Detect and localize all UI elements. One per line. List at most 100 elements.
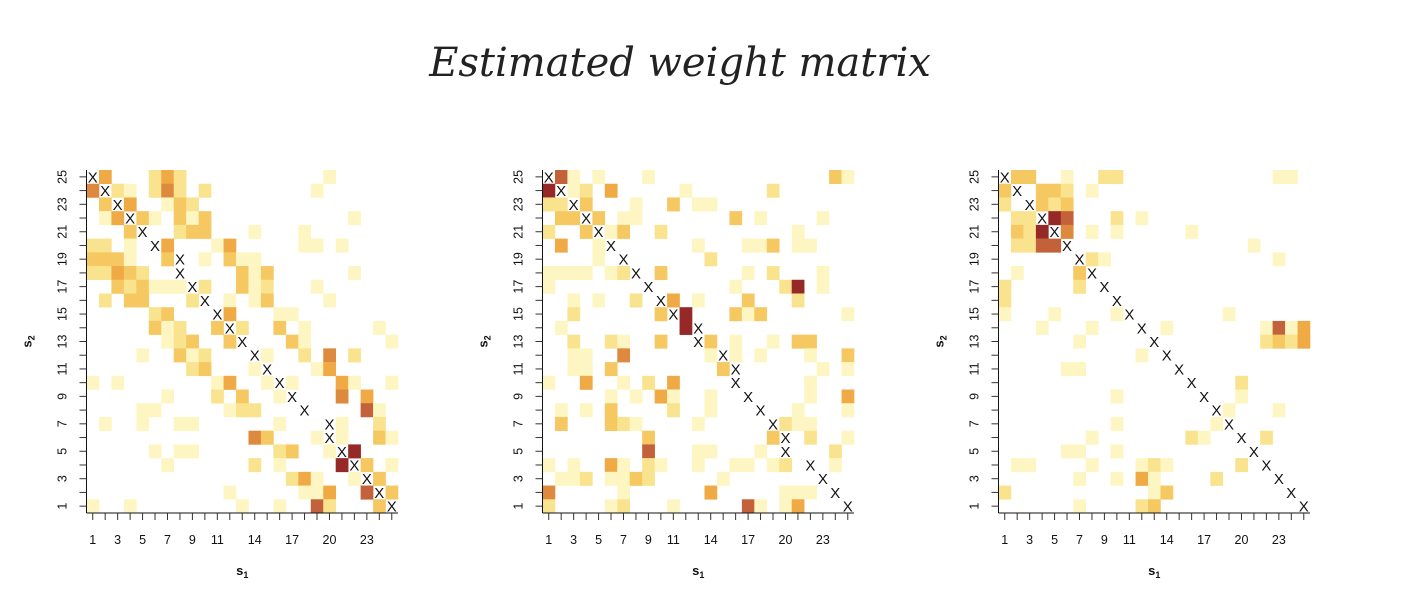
x-tick-label: 7 (164, 533, 171, 547)
cell-r24-c5 (1048, 183, 1062, 198)
cell-r11-c19 (310, 362, 324, 377)
diagonal-marker: X (581, 211, 591, 228)
cell-r15-c3 (567, 307, 581, 322)
chart-title: Estimated weight matrix (429, 40, 931, 86)
cell-r13-c7 (1073, 334, 1087, 349)
cell-r20-c21 (791, 238, 805, 253)
cell-r2-c22 (804, 485, 817, 500)
cell-r24-c1 (86, 183, 100, 198)
diagonal-marker: X (237, 334, 247, 351)
cell-r25-c3 (567, 170, 581, 185)
diagonal-marker: X (618, 252, 628, 269)
cell-r3-c12 (1135, 471, 1149, 486)
cell-r2-c21 (791, 485, 805, 500)
x-tick-label: 3 (1026, 533, 1033, 547)
cell-r11-c3 (567, 362, 581, 377)
cell-r25-c6 (1060, 170, 1074, 185)
cell-r20-c22 (804, 238, 817, 253)
x-tick-label: 17 (285, 533, 299, 547)
cell-r14-c2 (554, 320, 568, 335)
x-tick-label: 23 (1272, 533, 1286, 547)
cell-r12-c20 (323, 348, 336, 363)
cell-r9-c10 (654, 389, 668, 404)
cell-r8-c13 (236, 403, 249, 418)
cell-r20-c5 (592, 238, 606, 253)
cell-r3-c7 (617, 471, 631, 486)
cell-r2-c1 (998, 485, 1012, 500)
cell-r21-c8 (1085, 224, 1099, 239)
cell-r1-c24 (373, 499, 386, 514)
cell-r18-c7 (617, 266, 631, 281)
cell-r13-c12 (223, 334, 237, 349)
y-axis-label-subscript: 2 (27, 335, 37, 340)
cell-r9-c7 (161, 389, 175, 404)
cell-r15-c7 (161, 307, 175, 322)
cell-r14-c13 (236, 320, 249, 335)
cell-r2-c13 (1148, 485, 1161, 500)
diagonal-marker: X (756, 403, 766, 420)
cell-r15-c18 (754, 307, 768, 322)
cell-r20-c21 (1247, 238, 1261, 253)
cell-r20-c3 (1023, 238, 1037, 253)
cell-r21-c14 (248, 224, 262, 239)
cell-r4-c1 (542, 458, 556, 473)
diagonal-marker: X (250, 348, 260, 365)
diagonal-marker: X (731, 375, 741, 392)
cell-r3-c15 (716, 471, 730, 486)
cell-r21-c9 (186, 224, 199, 239)
diagonal-marker: X (1000, 169, 1010, 186)
y-tick-label: 17 (512, 280, 526, 294)
diagonal-marker: X (1286, 485, 1296, 502)
cell-r25-c2 (98, 170, 112, 185)
cell-r4-c14 (1160, 458, 1174, 473)
cell-r24-c3 (111, 183, 125, 198)
cell-r9-c21 (335, 389, 349, 404)
diagonal-marker: X (1062, 238, 1072, 255)
cell-r20-c19 (766, 238, 780, 253)
cell-r7-c10 (1110, 416, 1124, 431)
cell-r16-c4 (123, 293, 137, 308)
cell-r2-c23 (360, 485, 374, 500)
cell-r12-c9 (186, 348, 199, 363)
cell-r12-c14 (704, 348, 718, 363)
cell-r20-c21 (335, 238, 349, 253)
cell-r7-c24 (373, 416, 386, 431)
cell-r12-c7 (617, 348, 631, 363)
cell-r5-c9 (186, 444, 199, 459)
cell-r18-c22 (348, 266, 361, 281)
x-tick-label: 23 (816, 533, 830, 547)
cell-r19-c5 (592, 252, 606, 267)
cell-r21-c18 (298, 224, 312, 239)
diagonal-marker: X (200, 293, 210, 310)
cell-r15-c17 (285, 307, 299, 322)
cell-r22-c5 (1048, 211, 1062, 226)
diagonal-marker: X (1149, 334, 1159, 351)
cell-r22-c3 (1023, 211, 1037, 226)
cell-r24-c1 (998, 183, 1012, 198)
cell-r20-c19 (310, 238, 324, 253)
cell-r22-c7 (617, 211, 631, 226)
x-tick-label: 1 (1001, 533, 1008, 547)
cell-r19-c13 (236, 252, 249, 267)
cell-r19-c14 (248, 252, 262, 267)
x-tick-label: 9 (645, 533, 652, 547)
cell-r7-c8 (629, 416, 643, 431)
diagonal-marker: X (594, 224, 604, 241)
cell-r9-c10 (1110, 389, 1124, 404)
cell-r9-c14 (704, 389, 718, 404)
cell-r12-c5 (136, 348, 150, 363)
diagonal-marker: X (150, 238, 160, 255)
cell-r2-c25 (385, 485, 399, 500)
cell-r7-c16 (273, 416, 287, 431)
y-tick-label: 17 (968, 280, 982, 294)
x-axis-label-subscript: 1 (1155, 570, 1160, 580)
cell-r14-c4 (1035, 320, 1049, 335)
cell-r5-c13 (692, 444, 705, 459)
cell-r3-c22 (348, 471, 361, 486)
cell-r12-c22 (804, 348, 817, 363)
diagonal-marker: X (718, 348, 728, 365)
cell-r16-c5 (136, 293, 150, 308)
cell-r24-c3 (567, 183, 581, 198)
cell-r6-c22 (804, 430, 817, 445)
cell-r10-c25 (385, 375, 399, 390)
